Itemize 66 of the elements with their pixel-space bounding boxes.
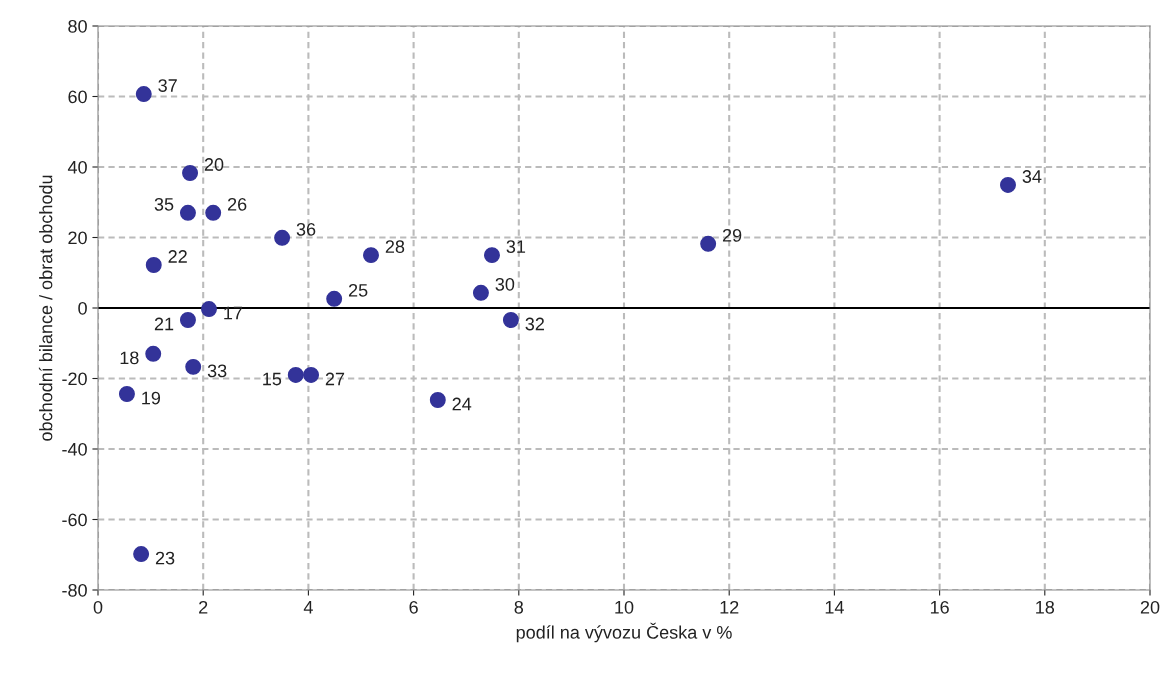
point [182, 165, 199, 181]
y-tick-label: 20 [68, 231, 87, 245]
point [363, 247, 379, 264]
y-tick-label: -60 [62, 513, 87, 527]
y-tick-label: -80 [62, 583, 87, 597]
annotation: 37 [158, 79, 177, 92]
point [483, 247, 500, 264]
annotation: 19 [142, 391, 161, 405]
point [326, 290, 343, 307]
x-tick-label: 18 [1036, 600, 1055, 614]
y-tick-label: 0 [78, 301, 87, 315]
point [303, 366, 320, 383]
y-tick-label: -40 [62, 442, 87, 456]
point [135, 86, 152, 103]
point [145, 345, 162, 362]
x-tick-label: 20 [1140, 600, 1160, 614]
point [145, 257, 162, 273]
point [205, 204, 222, 221]
point [274, 229, 291, 246]
x-tick-label: 10 [615, 600, 634, 614]
y-tick-label: 80 [68, 19, 87, 33]
x-tick-label: 8 [514, 600, 524, 614]
x-tick-label: 4 [303, 601, 313, 614]
annotation: 24 [452, 397, 472, 411]
annotation: 17 [224, 306, 243, 320]
point [429, 392, 446, 408]
point [185, 358, 202, 375]
point [179, 312, 196, 328]
point [118, 386, 135, 402]
y-tick-label: 60 [68, 90, 87, 104]
y-tick-label: 40 [67, 160, 87, 174]
x-axis-title: podíl na vývozu Česka v % [516, 622, 732, 643]
annotation: 32 [525, 317, 544, 331]
y-axis-title: obchodní bilance / obrat obchodu [38, 175, 53, 441]
point [472, 284, 489, 301]
x-tick-label: 16 [930, 600, 949, 614]
annotation: 20 [204, 158, 224, 171]
y-tick-label: -20 [62, 372, 87, 386]
annotation: 28 [385, 240, 405, 254]
annotation: 35 [154, 197, 174, 211]
annotation: 30 [495, 277, 515, 291]
point [1000, 176, 1016, 193]
x-tick-label: 12 [720, 600, 739, 614]
annotation: 22 [168, 250, 187, 263]
annotation: 25 [348, 283, 368, 297]
annotation: 15 [263, 372, 282, 386]
x-tick-label: 0 [93, 600, 103, 614]
annotation: 33 [207, 364, 227, 378]
x-tick-label: 6 [409, 600, 418, 614]
x-tick-label: 2 [199, 600, 208, 614]
annotation: 26 [227, 197, 247, 211]
x-tick-label: 14 [825, 601, 844, 614]
annotation: 31 [506, 240, 526, 254]
annotation: 29 [722, 228, 742, 242]
annotation: 34 [1022, 170, 1042, 183]
point [201, 301, 217, 318]
annotation: 23 [155, 551, 175, 565]
point [502, 312, 519, 328]
annotation: 27 [325, 372, 345, 386]
annotation: 21 [154, 317, 174, 331]
point [133, 546, 150, 563]
point [179, 204, 196, 221]
point [287, 366, 304, 383]
point [700, 235, 717, 252]
annotation: 36 [296, 222, 316, 236]
annotation: 18 [120, 351, 139, 365]
